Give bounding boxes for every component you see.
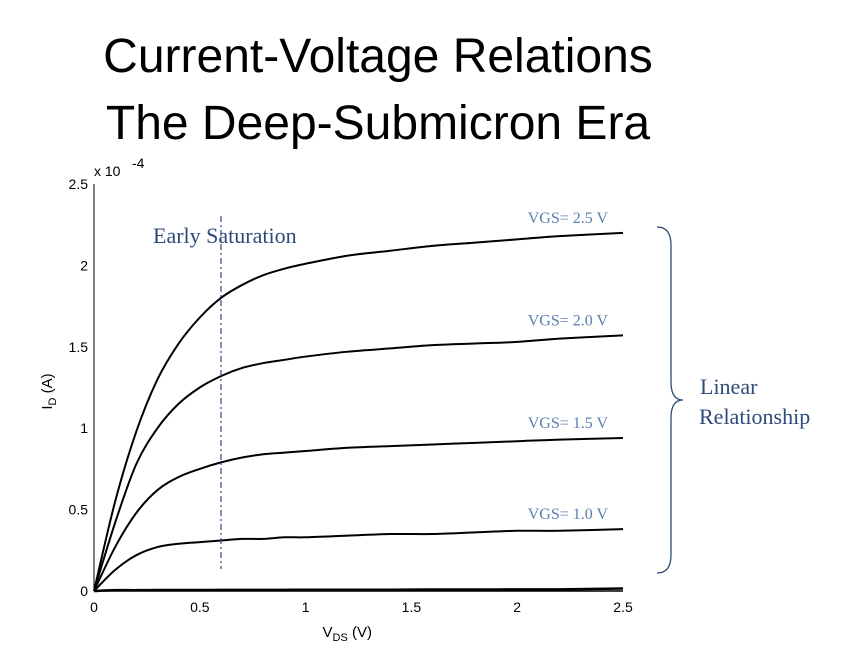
chart-curves bbox=[93, 231, 624, 593]
series-label: VGS= 1.0 V bbox=[528, 506, 609, 523]
series-label: VGS= 2.0 V bbox=[528, 312, 609, 329]
linear-label-line2: Relationship bbox=[699, 404, 810, 429]
slide-title-line1: Current-Voltage Relations bbox=[103, 30, 653, 83]
y-tick-label: 2 bbox=[80, 257, 88, 273]
series-line bbox=[93, 587, 624, 593]
x-tick-label: 0 bbox=[90, 599, 98, 615]
y-scale-exponent: -4 bbox=[132, 155, 145, 171]
x-tick-label: 2.5 bbox=[613, 599, 633, 615]
x-tick-label: 1 bbox=[302, 599, 310, 615]
x-tick-label: 2 bbox=[513, 599, 521, 615]
y-scale-multiplier: x 10 bbox=[94, 163, 121, 179]
series-label: VGS= 2.5 V bbox=[528, 210, 609, 227]
linear-label-line1: Linear bbox=[700, 374, 758, 399]
series-line bbox=[93, 528, 624, 592]
linear-brace bbox=[656, 226, 684, 574]
early-saturation-label: Early Saturation bbox=[153, 223, 297, 248]
y-axis-label: ID (A) bbox=[39, 373, 59, 409]
y-tick-label: 1 bbox=[80, 420, 88, 436]
chart-labels: VGS= 2.5 V VGS= 2.0 V VGS= 1.5 V VGS= 1.0 V… bbox=[153, 210, 810, 574]
y-tick-label: 0 bbox=[80, 583, 88, 599]
series-line bbox=[93, 334, 624, 592]
chart-axes: 0 0.5 1 1.5 2 2.5 0 0.5 1 1.5 2 2.5 x 10 -4 VDS (V) ID … bbox=[39, 155, 633, 644]
slide-title-line2: The Deep-Submicron Era bbox=[105, 97, 651, 150]
y-tick-label: 0.5 bbox=[69, 502, 89, 518]
series-line bbox=[93, 231, 624, 592]
series-label: VGS= 1.5 V bbox=[528, 415, 609, 432]
x-tick-label: 0.5 bbox=[190, 599, 210, 615]
y-tick-label: 2.5 bbox=[69, 176, 89, 192]
x-tick-label: 1.5 bbox=[402, 599, 422, 615]
x-axis-label: VDS (V) bbox=[323, 624, 372, 644]
y-tick-label: 1.5 bbox=[69, 339, 89, 355]
series-line bbox=[93, 436, 624, 592]
